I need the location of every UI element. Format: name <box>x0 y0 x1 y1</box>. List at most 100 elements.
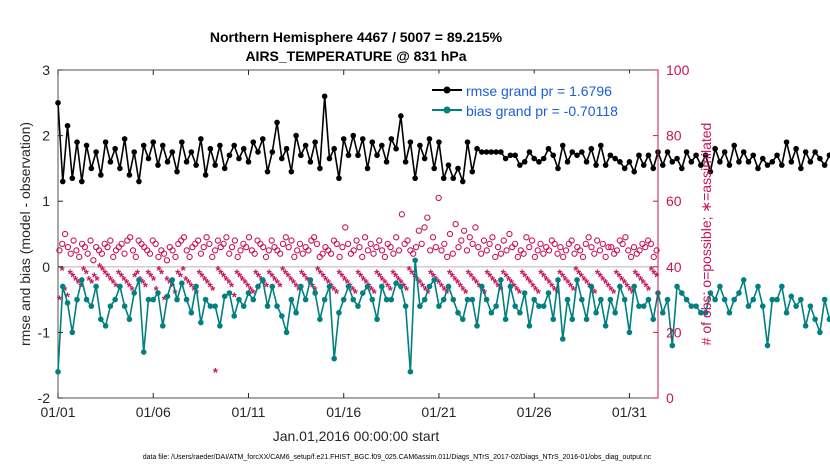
obs-assimilated-point: * <box>92 270 98 285</box>
obs-assimilated-point: * <box>555 286 561 301</box>
obs-possible-point <box>67 250 74 257</box>
legend-box <box>425 73 655 121</box>
obs-assimilated-point: * <box>191 283 197 298</box>
obs-possible-point <box>339 243 346 251</box>
obs-assimilated-point: * <box>323 273 329 288</box>
rmse-point <box>717 159 723 165</box>
obs-assimilated-point: * <box>302 270 308 285</box>
obs-assimilated-point: * <box>646 283 652 298</box>
bias-point <box>793 303 799 309</box>
obs-possible-point <box>220 240 227 247</box>
obs-possible-point <box>277 250 284 257</box>
obs-possible-point <box>234 253 241 261</box>
rmse-point <box>231 142 237 149</box>
obs-assimilated-point: * <box>256 270 262 285</box>
obs-possible-point <box>441 240 448 247</box>
bias-point <box>345 283 352 290</box>
rmse-point <box>159 142 166 149</box>
obs-assimilated-point: * <box>296 283 302 298</box>
obs-assimilated-point: * <box>304 273 310 288</box>
bias-point <box>779 283 785 290</box>
rmse-point <box>731 142 737 149</box>
rmse-point <box>198 136 204 142</box>
bias-point <box>674 283 680 290</box>
obs-possible-point <box>449 250 456 257</box>
obs-possible-point <box>545 247 553 254</box>
obs-assimilated-point: * <box>97 260 103 275</box>
obs-possible-point <box>421 224 428 231</box>
obs-possible-point <box>475 243 482 251</box>
bias-point <box>283 329 290 336</box>
bias-point <box>459 316 466 323</box>
obs-possible-point <box>70 237 77 244</box>
rmse-point <box>479 149 485 155</box>
obs-possible-point <box>636 247 643 254</box>
rmse-point <box>764 162 771 168</box>
bias-point <box>317 316 323 323</box>
obs-possible-point <box>56 247 63 254</box>
bias-point <box>155 290 161 296</box>
rmse-point <box>145 155 152 162</box>
obs-assimilated-point: * <box>407 263 413 278</box>
obs-assimilated-point: * <box>390 266 396 281</box>
bias-point <box>74 296 80 303</box>
bias-point <box>817 329 823 336</box>
bias-point <box>202 296 209 303</box>
rmse-point <box>317 165 323 172</box>
rmse-point <box>807 159 814 165</box>
obs-possible-point <box>528 237 536 244</box>
obs-assimilated-point: * <box>501 266 507 281</box>
obs-assimilated-point: * <box>132 270 138 285</box>
rmse-point <box>150 139 157 145</box>
obs-assimilated-point: * <box>65 289 71 304</box>
obs-possible-point <box>84 250 91 257</box>
rmse-point <box>826 152 830 159</box>
obs-possible-point <box>551 240 558 247</box>
bias-point <box>550 316 557 323</box>
obs-assimilated-point: * <box>552 283 558 298</box>
obs-possible-point <box>87 237 94 244</box>
obs-possible-point <box>160 250 168 257</box>
obs-possible-point <box>460 227 468 234</box>
obs-assimilated-point: * <box>213 365 219 380</box>
obs-assimilated-point: * <box>353 286 359 301</box>
rmse-point <box>155 162 161 168</box>
obs-assimilated-point: * <box>210 283 216 298</box>
obs-possible-point <box>653 247 660 254</box>
obs-assimilated-point: * <box>216 263 222 278</box>
x-tick-label: 01/06 <box>136 404 171 420</box>
obs-possible-point <box>245 234 253 241</box>
rmse-point <box>474 145 480 152</box>
obs-possible-point <box>268 237 275 244</box>
obs-possible-point <box>534 247 541 254</box>
obs-possible-point <box>438 247 445 254</box>
obs-assimilated-point: * <box>78 279 84 294</box>
obs-assimilated-point: * <box>495 279 501 294</box>
obs-assimilated-point: * <box>280 263 286 278</box>
obs-possible-point <box>336 253 343 261</box>
obs-possible-point <box>540 250 547 257</box>
rmse-point <box>255 149 261 155</box>
obs-assimilated-point: * <box>272 273 278 288</box>
obs-possible-point <box>571 250 578 257</box>
obs-possible-point <box>110 253 117 261</box>
bias-point <box>188 309 195 316</box>
obs-assimilated-point: * <box>124 276 130 291</box>
rmse-point <box>683 149 690 155</box>
rmse-point <box>226 152 233 159</box>
rmse-point <box>488 149 495 155</box>
rmse-point <box>464 139 471 145</box>
obs-assimilated-point: * <box>299 266 305 281</box>
bias-point <box>598 296 604 303</box>
obs-assimilated-point: * <box>420 279 426 294</box>
rmse-point <box>393 145 399 152</box>
obs-assimilated-point: * <box>73 273 79 288</box>
obs-assimilated-point: * <box>614 266 620 281</box>
obs-assimilated-point: * <box>315 263 321 278</box>
rmse-point <box>812 149 818 155</box>
obs-assimilated-point: * <box>251 286 257 301</box>
obs-assimilated-point: * <box>197 266 203 281</box>
bias-point <box>498 277 504 283</box>
bias-point <box>255 283 261 290</box>
rmse-point <box>345 152 352 159</box>
